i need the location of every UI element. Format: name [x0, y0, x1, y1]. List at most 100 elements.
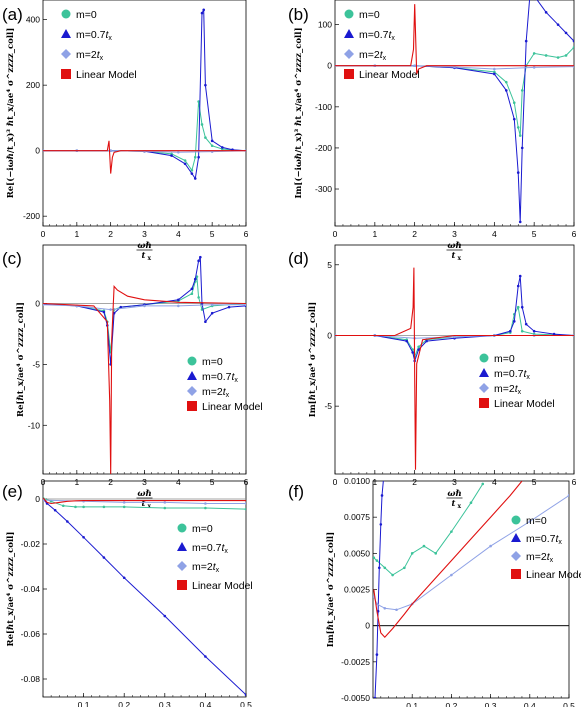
legend-marker-circle: [344, 9, 354, 19]
data-point: [380, 494, 384, 497]
data-point: [512, 117, 516, 121]
legend-label-sub: x: [100, 55, 104, 62]
legend-marker-triangle: [479, 368, 489, 377]
series-line-0: [43, 276, 246, 353]
data-point: [518, 134, 522, 137]
series-line-3: [43, 140, 246, 174]
x-axis-label-denominator-sub: x: [148, 255, 152, 262]
data-point: [163, 501, 167, 504]
plot-frame: [334, 244, 575, 475]
legend-marker-diamond: [344, 49, 354, 59]
legend-label-sub: x: [108, 35, 112, 42]
series-line-0: [43, 101, 246, 172]
data-point: [190, 172, 194, 175]
legend-label-t: t: [555, 533, 559, 545]
legend-marker-circle: [61, 9, 71, 19]
panel-label: (c): [2, 249, 22, 268]
series-line-1: [43, 9, 246, 180]
data-point: [544, 11, 548, 14]
x-tick-label: 0.1: [78, 700, 90, 707]
x-tick-label: 0.3: [485, 701, 497, 707]
data-point: [417, 345, 420, 349]
x-tick-label: 0: [333, 229, 338, 239]
legend-label: m=0: [526, 515, 547, 527]
x-axis-label-denominator-sub: x: [148, 503, 152, 510]
data-point: [508, 329, 512, 333]
legend-marker-circle: [177, 523, 187, 533]
series-line-0: [373, 483, 484, 576]
data-point: [373, 556, 376, 559]
y-axis-label: Re[(−iωℏ/t_x)³ ℏt_x/ae⁴ σ^zzzz_coll]: [5, 28, 16, 199]
data-point: [410, 552, 414, 555]
data-point: [520, 89, 524, 92]
data-point: [520, 146, 524, 150]
legend-label-sub: x: [518, 389, 522, 396]
data-point: [177, 304, 180, 308]
legend-label: m=0.7tx: [494, 368, 530, 381]
legend-label-t: t: [221, 542, 225, 554]
data-point: [210, 144, 214, 148]
x-tick-label: 3: [452, 477, 457, 487]
data-point: [102, 310, 106, 314]
series-line-1: [43, 256, 246, 365]
legend-label: Linear Model: [202, 401, 263, 413]
x-axis-label-denominator: t: [142, 499, 146, 509]
legend-label: Linear Model: [526, 569, 581, 581]
data-point: [74, 505, 77, 509]
y-tick-label: -200: [315, 143, 332, 153]
legend-label-t: t: [231, 371, 235, 383]
data-point: [518, 220, 522, 224]
data-point: [413, 64, 416, 68]
data-point: [183, 159, 187, 162]
data-point: [493, 72, 496, 76]
data-point: [489, 544, 492, 548]
y-tick-label: 0: [365, 621, 370, 631]
panel-label: (e): [2, 482, 23, 501]
legend-label: m=2tx: [202, 386, 230, 399]
legend-marker-triangle: [511, 533, 521, 542]
data-point: [382, 477, 385, 480]
legend-label-t: t: [105, 29, 109, 41]
data-point: [244, 502, 246, 505]
data-point: [425, 339, 428, 343]
data-point: [66, 520, 69, 523]
data-point: [183, 162, 187, 166]
legend-label: m=0.7tx: [192, 542, 228, 555]
y-tick-label: 0: [327, 61, 332, 71]
x-axis-label-denominator: t: [452, 499, 456, 509]
data-point: [532, 329, 536, 333]
plot-frame: [372, 480, 570, 699]
data-point: [197, 155, 200, 159]
legend-label: m=2tx: [494, 383, 522, 396]
series-group: [43, 496, 246, 697]
series-line-0: [43, 497, 246, 510]
legend-marker-circle: [511, 515, 521, 525]
data-point: [379, 523, 383, 526]
legend-marker-square: [479, 398, 489, 408]
series-line-3: [335, 4, 574, 75]
y-tick-label: -0.02: [21, 539, 41, 549]
data-point: [190, 292, 194, 296]
data-point: [469, 501, 473, 505]
data-point: [512, 320, 516, 323]
data-point: [122, 505, 126, 509]
y-tick-label: -200: [23, 211, 40, 221]
legend-label-t: t: [97, 49, 101, 61]
legend-label: m=0.7tx: [359, 29, 395, 42]
series-group: [373, 477, 569, 698]
y-tick-label: 0.0100: [344, 476, 370, 486]
legend-marker-triangle: [187, 371, 197, 380]
data-point: [564, 54, 568, 57]
data-point: [193, 177, 197, 180]
y-axis-label: Im[ℏt_x/ae⁴ σ^zzzz_coll]: [326, 532, 336, 647]
legend-label: m=0.7tx: [76, 29, 112, 42]
x-tick-label: 0.1: [406, 701, 418, 707]
legend: m=0 m=0.7tx m=2tx Linear Model: [344, 9, 420, 81]
legend-label: Linear Model: [76, 69, 137, 81]
panel-label: (b): [288, 5, 309, 24]
data-point: [391, 573, 394, 577]
x-tick-label: 4: [492, 477, 497, 487]
legend-label: Linear Model: [192, 580, 253, 592]
data-point: [450, 573, 453, 577]
data-point: [204, 502, 207, 505]
